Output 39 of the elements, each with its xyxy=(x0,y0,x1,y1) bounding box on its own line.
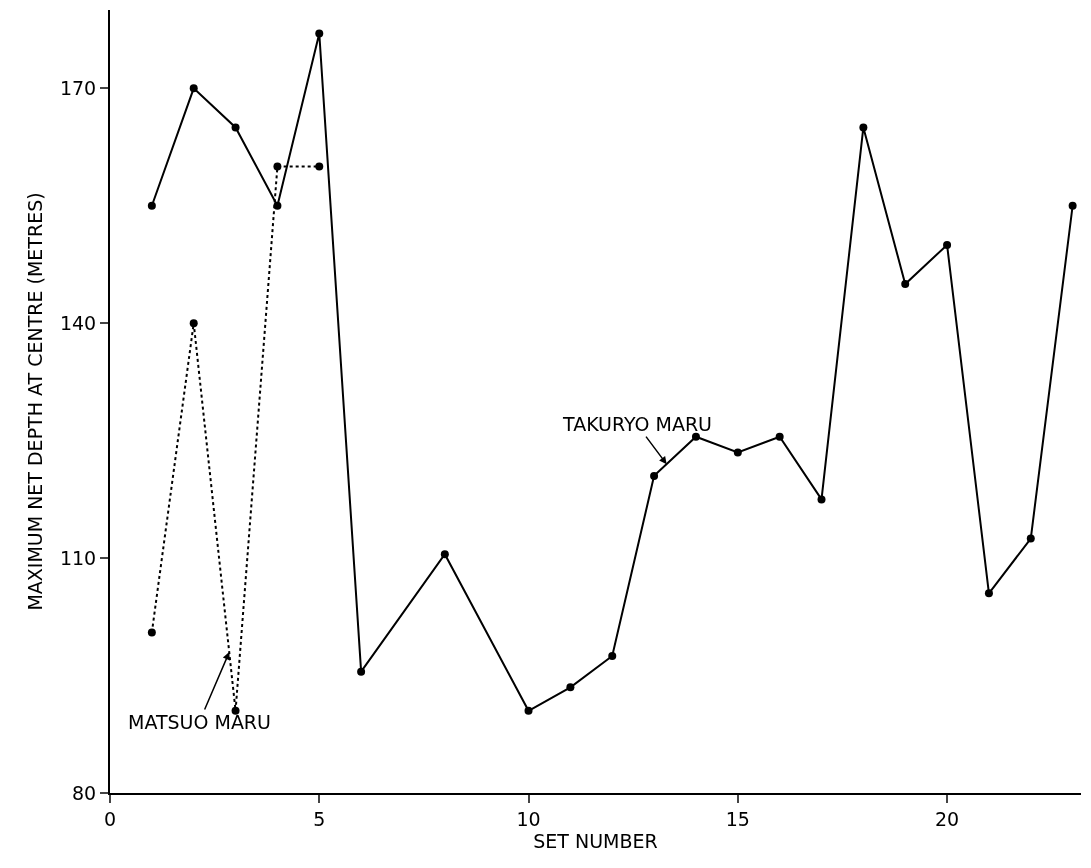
point xyxy=(315,162,324,171)
point xyxy=(273,201,282,210)
point xyxy=(147,628,156,637)
y-tick-label: 80 xyxy=(72,781,97,804)
point xyxy=(566,683,575,692)
point xyxy=(901,280,910,289)
point xyxy=(608,651,617,660)
x-tick-label: 5 xyxy=(313,807,326,830)
point xyxy=(817,495,826,504)
point xyxy=(775,432,784,441)
point xyxy=(984,589,993,598)
point xyxy=(691,432,700,441)
point xyxy=(943,240,952,249)
point xyxy=(147,201,156,210)
point xyxy=(231,706,240,715)
point xyxy=(189,84,198,93)
point xyxy=(1026,534,1035,543)
point xyxy=(231,123,240,132)
x-tick-label: 20 xyxy=(934,807,960,830)
point xyxy=(189,319,198,328)
x-tick-label: 0 xyxy=(103,807,117,830)
x-axis-title: SET NUMBER xyxy=(533,829,658,852)
annotation: TAKURYO MARU xyxy=(562,413,713,435)
point xyxy=(1068,201,1077,210)
x-tick-label: 15 xyxy=(725,807,750,830)
y-axis-title: MAXIMUM NET DEPTH AT CENTRE (METRES) xyxy=(24,192,47,611)
y-tick-label: 140 xyxy=(59,311,97,334)
point xyxy=(357,667,366,676)
point xyxy=(733,448,742,457)
y-tick-label: 170 xyxy=(59,76,97,99)
annotation: MATSUO MARU xyxy=(128,711,271,733)
point xyxy=(440,550,449,559)
point xyxy=(315,29,324,38)
point xyxy=(524,706,533,715)
point xyxy=(650,471,659,480)
point xyxy=(273,162,282,171)
point xyxy=(859,123,868,132)
x-tick-label: 10 xyxy=(516,807,541,830)
y-tick-label: 110 xyxy=(59,546,97,569)
